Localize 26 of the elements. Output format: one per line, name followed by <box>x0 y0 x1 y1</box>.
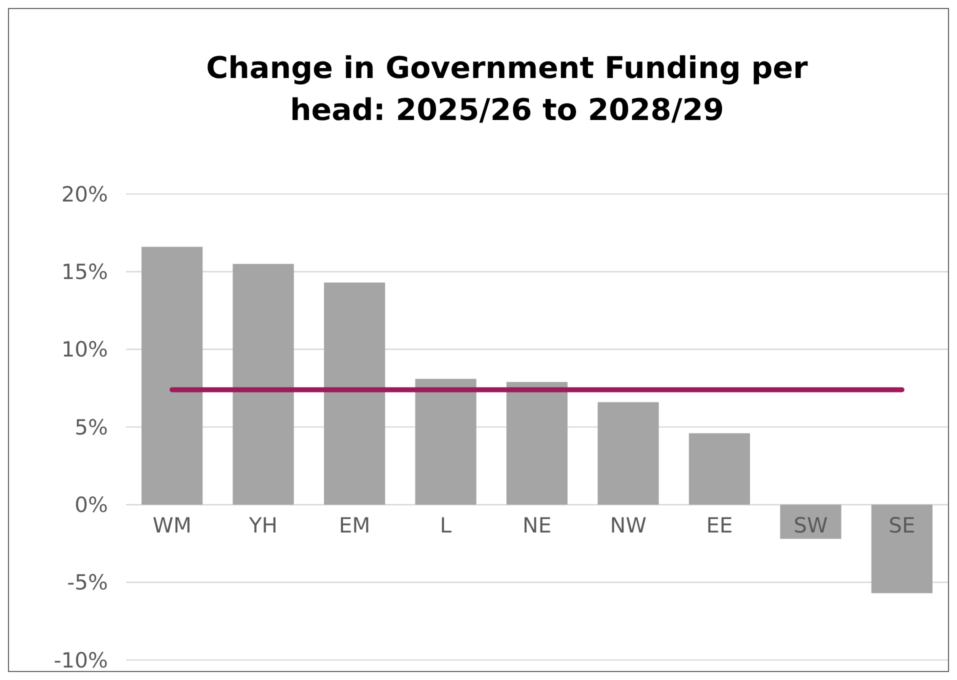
bar <box>598 402 659 505</box>
y-tick-label: 20% <box>61 182 108 206</box>
x-tick-label: SE <box>888 514 916 538</box>
x-tick-label: YH <box>248 514 278 538</box>
bar <box>324 282 386 505</box>
y-tick-label: 10% <box>61 338 108 362</box>
x-tick-label: NW <box>610 514 647 538</box>
bar <box>780 504 842 539</box>
bar <box>142 246 203 505</box>
x-tick-label: SW <box>794 514 828 538</box>
x-tick-label: NE <box>522 514 552 538</box>
x-tick-label: EM <box>338 514 370 538</box>
y-tick-label: -10% <box>54 648 108 672</box>
bar <box>232 264 294 505</box>
y-tick-label: -5% <box>67 570 108 595</box>
x-tick-label: L <box>440 514 452 538</box>
y-tick-label: 5% <box>74 415 108 440</box>
bar <box>688 433 750 505</box>
y-tick-label: 15% <box>61 260 108 284</box>
x-tick-label: WM <box>152 514 192 538</box>
bar <box>871 504 932 594</box>
bar <box>415 378 476 505</box>
bar <box>506 382 568 505</box>
y-tick-label: 0% <box>74 493 108 518</box>
chart-title: Change in Government Funding per head: 2025/26 to 2028/29 <box>206 51 808 128</box>
x-tick-label: EE <box>706 514 733 538</box>
